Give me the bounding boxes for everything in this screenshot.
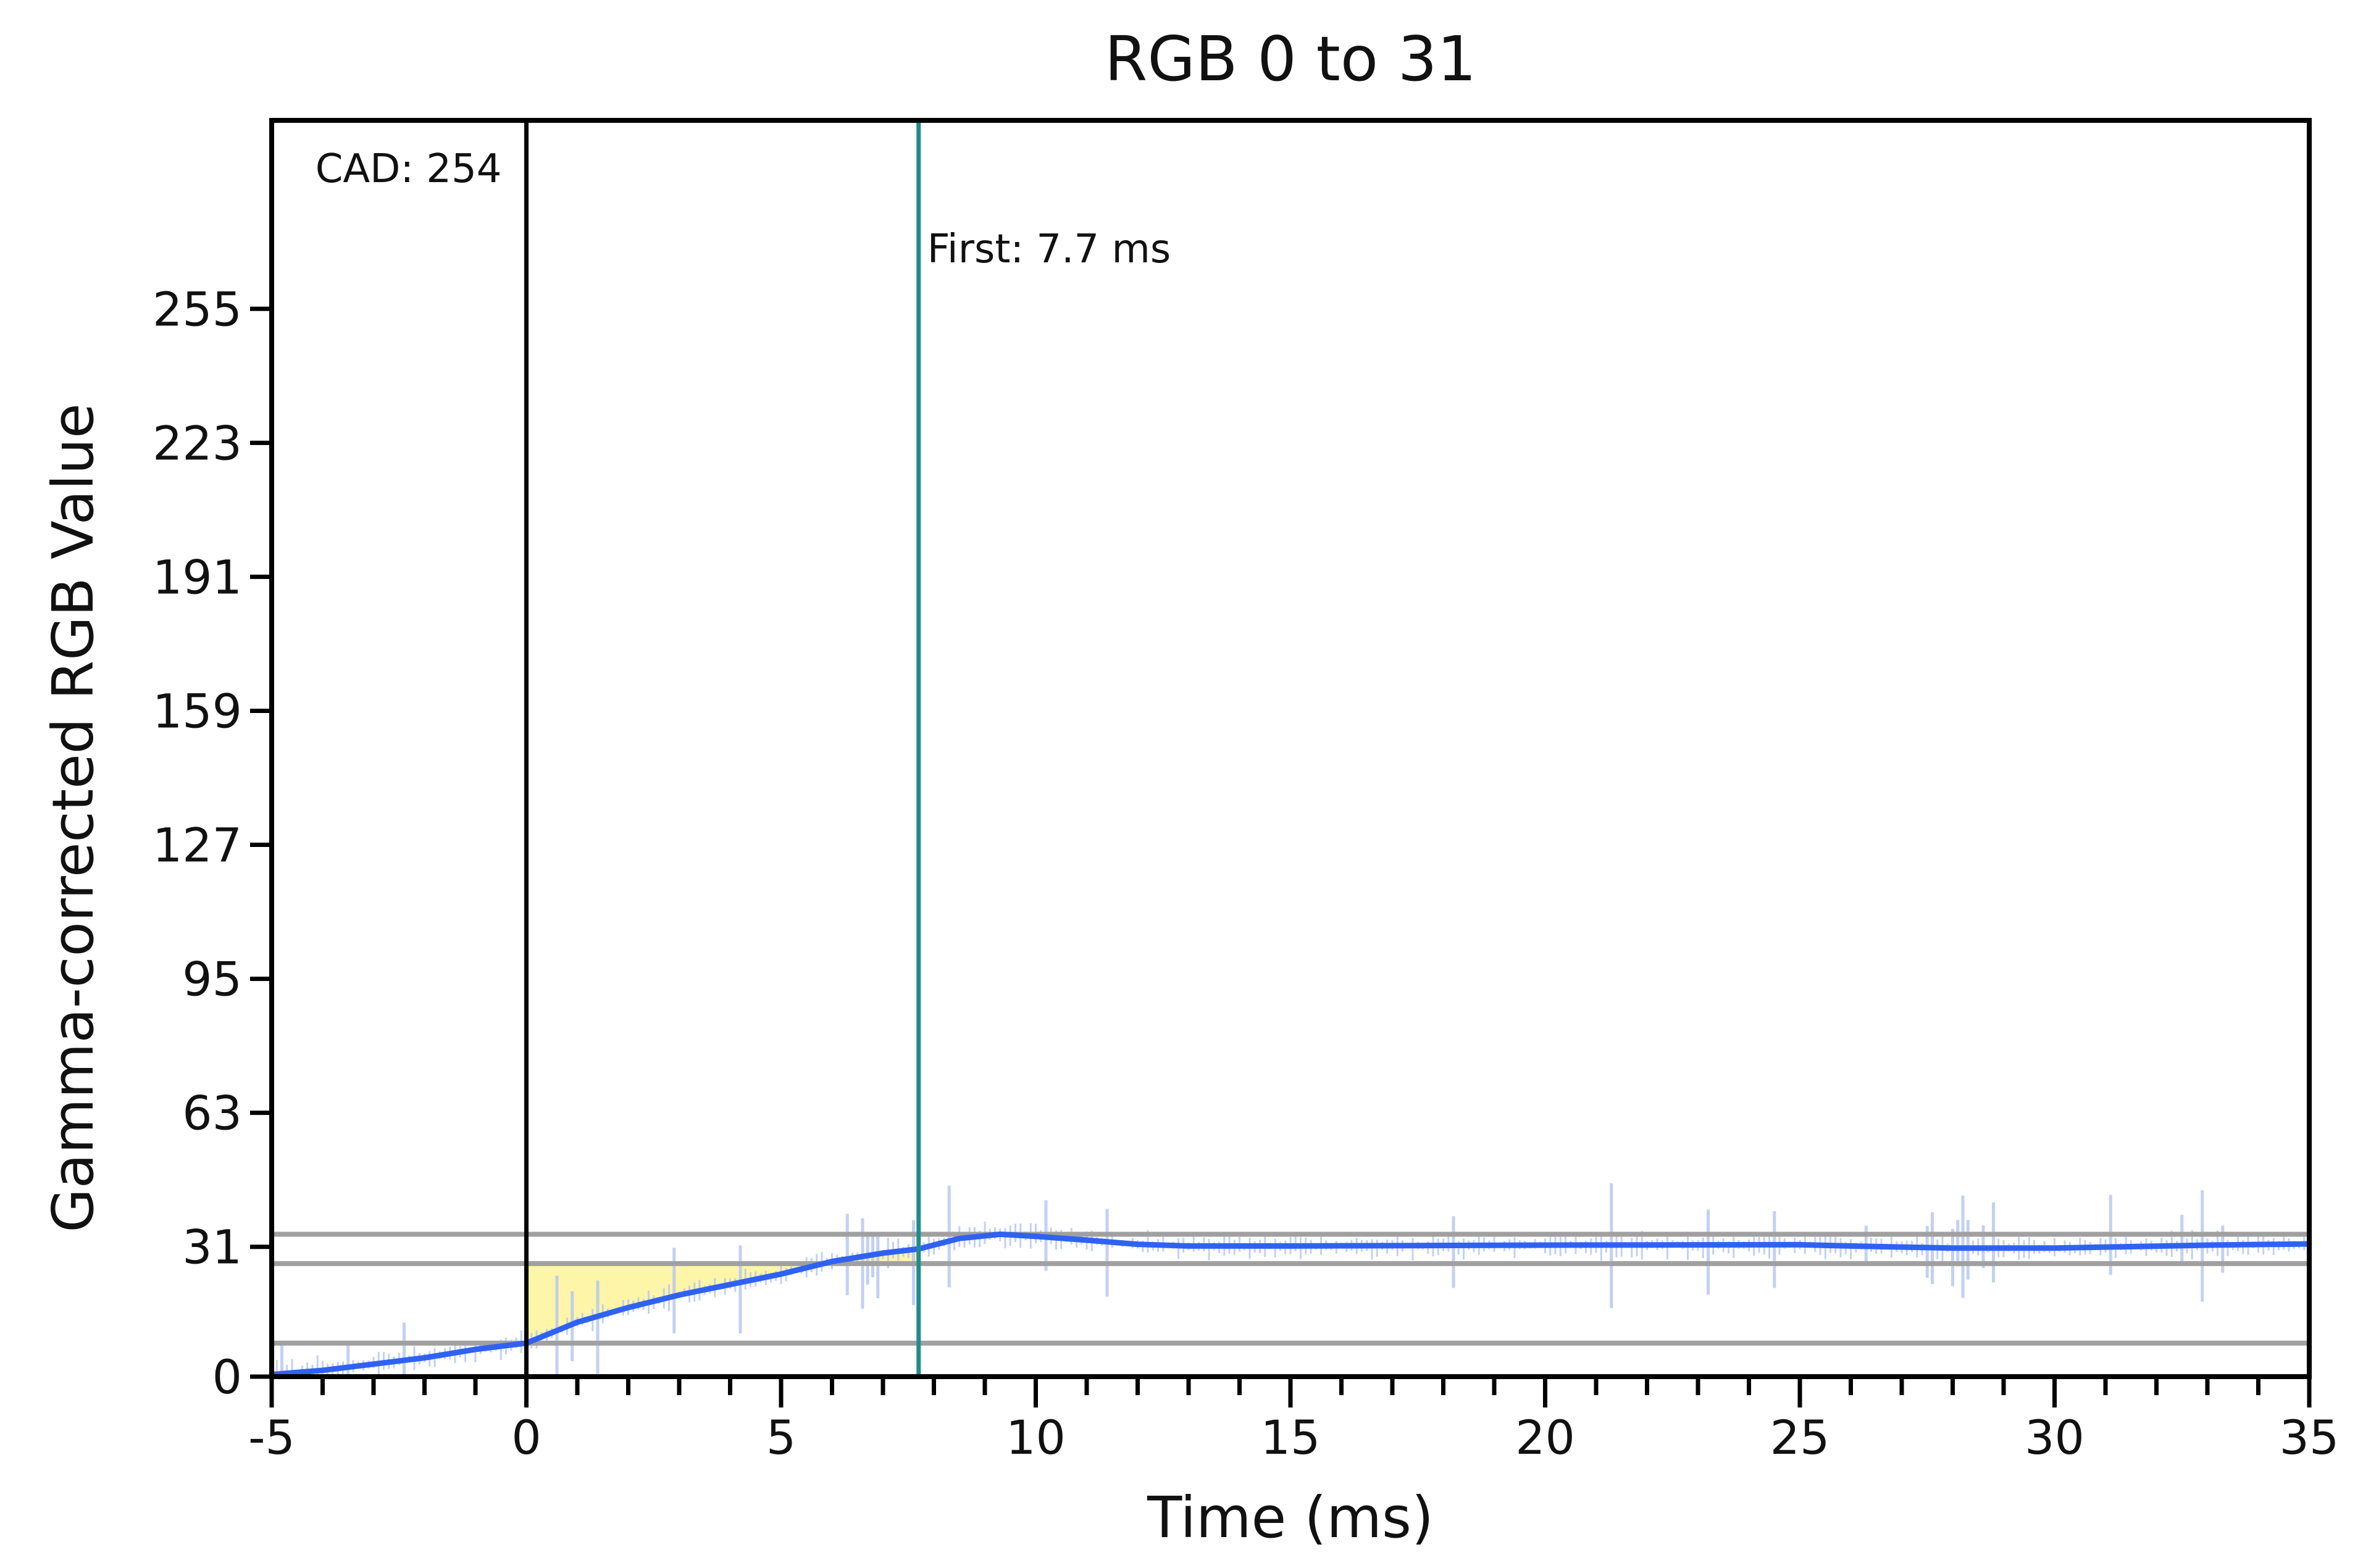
y-tick-label: 95 — [182, 952, 242, 1007]
x-tick-label: 0 — [511, 1410, 541, 1465]
x-tick-label: -5 — [248, 1410, 295, 1465]
x-tick-label: 30 — [2025, 1410, 2085, 1465]
shaded-region — [526, 1249, 919, 1343]
series-line — [269, 1231, 2312, 1378]
y-tick-label: 63 — [182, 1086, 242, 1141]
vertical-marker-label: First: 7.7 ms — [927, 227, 1171, 272]
y-axis-label: Gamma-corrected RGB Value — [40, 403, 106, 1232]
x-tick-label: 15 — [1261, 1410, 1321, 1465]
y-tick-label: 191 — [153, 549, 242, 604]
y-tick-label: 127 — [153, 818, 242, 873]
y-tick-label: 159 — [153, 683, 242, 738]
x-tick-label: 5 — [766, 1410, 796, 1465]
x-axis-label: Time (ms) — [1147, 1485, 1434, 1551]
plot-area — [269, 1183, 2312, 1378]
x-tick-label: 10 — [1006, 1410, 1066, 1465]
x-tick-label: 35 — [2280, 1410, 2340, 1465]
y-tick-label: 0 — [212, 1349, 242, 1404]
chart-title: RGB 0 to 31 — [1105, 23, 1476, 95]
y-tick-label: 255 — [153, 281, 242, 336]
x-tick-label: 25 — [1770, 1410, 1830, 1465]
vertical-marker-label: CAD: 254 — [316, 146, 502, 192]
y-tick-label: 31 — [182, 1220, 242, 1275]
vertical-markers: CAD: 254 First: 7.7 ms — [316, 120, 1171, 1377]
x-tick-label: 20 — [1515, 1410, 1575, 1465]
plot-frame — [269, 118, 2312, 1379]
y-tick-label: 223 — [153, 415, 242, 470]
